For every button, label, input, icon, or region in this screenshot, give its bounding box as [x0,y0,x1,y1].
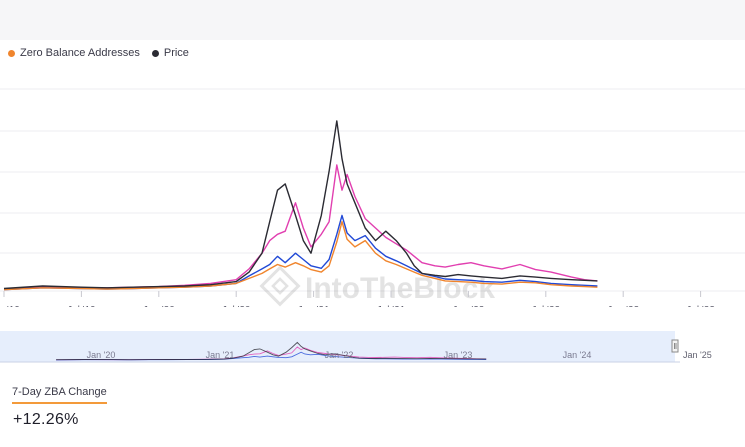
x-axis-ticks: Jan '19 Jul '19 Jan '20 Jul '20 Jan '21 Jul '… [0,291,715,307]
metric-value: +12.26% [13,411,79,428]
grid-lines [0,88,745,292]
x-tick-label: Jan '22 [452,305,484,307]
x-tick-label: Jan '23 [607,305,639,307]
chart-legend: Zero Balance Addresses Price [8,46,201,60]
legend-price-label: Price [163,47,189,59]
x-tick-label: Jul '23 [686,305,715,307]
x-tick-label: Jul '22 [532,305,561,307]
series-line-series-2 [3,164,598,290]
tab-7day-zba-change[interactable]: 7-Day ZBA Change [12,385,107,404]
navigator-tick-label: Jan '22 [325,350,354,360]
legend-price-dot [151,49,159,57]
header-band [0,0,745,40]
series-group [3,120,598,291]
legend-zba-dot [8,49,15,57]
x-tick-label: Jul '19 [67,305,96,307]
watermark-logo-icon [259,265,301,307]
watermark-text: IntoTheBlock [305,272,495,305]
navigator-tick-label: Jan '23 [444,350,473,360]
x-tick-label: Jan '20 [143,305,175,307]
navigator-handle[interactable] [671,339,679,353]
navigator-ticks: Jan '20 Jan '21 Jan '22 Jan '23 Jan '24 [87,350,592,360]
metric-tabs: e 7-Day ZBA Change [0,385,107,407]
legend-zba-label: Zero Balance Addresses [20,47,140,59]
navigator-right-label: Jan '25 [683,350,712,360]
navigator-chart[interactable]: Jan '20 Jan '21 Jan '22 Jan '23 Jan '24 [0,330,745,364]
x-tick-label: Jan '19 [0,305,20,307]
navigator-tick-label: Jan '21 [206,350,235,360]
main-chart[interactable]: IntoTheBlock Jan '19 Jul '19 Jan '20 Jul '2… [0,62,745,307]
series-line-zero-balance-addresses [3,221,598,291]
x-tick-label: Jul '21 [377,305,406,307]
tab-previous[interactable]: e [0,385,12,397]
navigator-series [56,341,487,361]
legend-item-price[interactable]: Price [151,47,189,59]
x-tick-label: Jul '20 [222,305,251,307]
series-line-price [3,120,598,290]
navigator-line [56,341,487,361]
watermark: IntoTheBlock [259,265,495,307]
x-tick-label: Jan '21 [298,305,330,307]
legend-item-zba[interactable]: Zero Balance Addresses [8,47,140,59]
navigator-tick-label: Jan '20 [87,350,116,360]
navigator-tick-label: Jan '24 [563,350,592,360]
